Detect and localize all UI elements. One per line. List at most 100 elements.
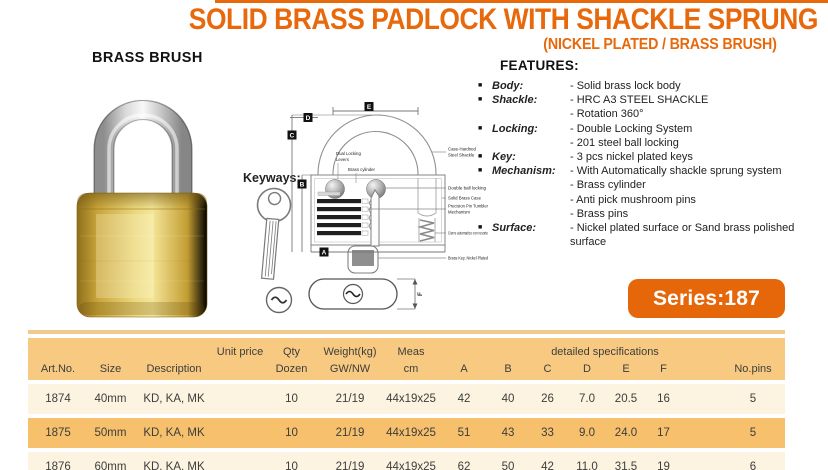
table-cell: KD, KA, MK: [133, 380, 215, 414]
dim-f: F: [417, 292, 424, 296]
table-cell: KD, KA, MK: [133, 414, 215, 448]
table-cell: 1876: [28, 448, 88, 470]
page-title: SOLID BRASS PADLOCK WITH SHACKLE SPRUNG: [188, 3, 819, 36]
column-header: C: [528, 359, 567, 380]
table-cell: 50mm: [88, 414, 133, 448]
keyways-label: Keyways:: [243, 171, 301, 185]
bullet-square-icon: ■: [478, 124, 483, 132]
table-cell: 42: [440, 380, 488, 414]
feature-value: - Solid brass lock body: [570, 80, 681, 92]
table-cell: 62: [440, 448, 488, 470]
table-cell: 44x19x25: [382, 414, 440, 448]
column-group-header: detailed specifications: [528, 338, 682, 359]
table-cell: 7.0: [567, 380, 607, 414]
top-rule: [215, 0, 828, 3]
dim-c: C: [290, 133, 295, 140]
inserted-key: [347, 189, 380, 274]
column-header: No.pins: [682, 359, 785, 380]
column-header: E: [607, 359, 645, 380]
callout-shackle-2: Steel Shackle: [448, 153, 475, 158]
table-cell: KD, KA, MK: [133, 448, 215, 470]
table-cell: 26: [528, 380, 567, 414]
feature-label: Body:: [492, 80, 524, 92]
column-header-top: Unit price: [215, 338, 265, 359]
bullet-square-icon: ■: [478, 82, 483, 89]
bullet-square-icon: ■: [478, 153, 483, 161]
column-header: GW/NW: [318, 359, 382, 380]
right-callouts: Case-Hardned Steel Shackle Double ball l…: [448, 147, 489, 261]
table-cell: 1874: [28, 380, 88, 414]
table-cell: 51: [440, 414, 488, 448]
callout-double-ball: Double ball locking: [448, 186, 487, 191]
feature-label: Shackle:: [492, 94, 538, 107]
feature-line: ■ Mechanism: - With Automatically shackle …: [478, 164, 826, 178]
column-header-top: [88, 338, 133, 359]
pin-tumbler-stack: [317, 191, 369, 236]
key-blank-illustration: [256, 187, 292, 280]
table-cell: 17: [645, 414, 682, 448]
bullet-square-icon: ■: [478, 96, 483, 104]
feature-line: ■ Key: - 3 pcs nickel plated keys: [478, 150, 826, 164]
feature-line: - Brass cylinder: [478, 178, 826, 192]
feature-label: Mechanism:: [492, 165, 556, 178]
feature-value: - Anti pick mushroom pins: [570, 193, 696, 206]
column-header: [215, 359, 265, 380]
column-header: cm: [382, 359, 440, 380]
table-cell: 16: [645, 380, 682, 414]
features-heading: FEATURES:: [500, 58, 579, 73]
column-header-top: Meas: [382, 338, 440, 359]
table-cell: 10: [265, 448, 318, 470]
feature-line: ■ Shackle: - HRC A3 STEEL SHACKLE: [478, 93, 826, 107]
callout-brass-cylinder: Brass cylinder: [348, 167, 376, 172]
series-badge: Series:187: [628, 279, 785, 318]
table-cell: 50: [488, 448, 528, 470]
callout-key: Brass Key, Nickel Plated: [448, 256, 489, 261]
table-row: 1875 50mm KD, KA, MK 10 21/19 44x19x25 51 43 33 9…: [28, 414, 785, 448]
feature-label: Surface:: [492, 222, 537, 235]
column-header: Art.No.: [28, 359, 88, 380]
feature-value: - Brass pins: [570, 207, 629, 220]
page-subtitle: (NICKEL PLATED / BRASS BRUSH): [543, 36, 778, 53]
table-cell: 31.5: [607, 448, 645, 470]
callout-pin-tumbler-2: Mechanism: [448, 210, 470, 215]
column-header-top: Weight(kg): [318, 338, 382, 359]
column-header-top: [28, 338, 88, 359]
table-cell: 43: [488, 414, 528, 448]
column-header: Dozen: [265, 359, 318, 380]
table-cell: 60mm: [88, 448, 133, 470]
shackle: [93, 99, 193, 204]
feature-label: Locking:: [492, 122, 538, 135]
column-header-top: [440, 338, 488, 359]
spring: [417, 218, 436, 242]
column-header: A: [440, 359, 488, 380]
column-header-top: Qty: [265, 338, 318, 359]
table-cell: [215, 380, 265, 414]
table-cell: 44x19x25: [382, 380, 440, 414]
spec-table: Unit price Qty Weight(kg) Meas detailed spec…: [28, 338, 785, 470]
padlock-photo: [76, 99, 208, 318]
dim-e: E: [367, 104, 372, 111]
table-cell: 20.5: [607, 380, 645, 414]
column-header-top: [488, 338, 528, 359]
leader-lines: [368, 151, 446, 259]
feature-line: - Brass pins: [478, 207, 826, 221]
features-list: ■ Body: - Solid brass lock body ■ Shackle: - …: [478, 79, 826, 249]
table-cell: 5: [682, 414, 785, 448]
table-cell: 9.0: [567, 414, 607, 448]
dimension-boxes: E D C B A: [287, 102, 374, 257]
table-cell: 10: [265, 380, 318, 414]
feature-value: - Rotation 360°: [570, 108, 644, 121]
feature-line: - 201 steel ball locking: [478, 136, 826, 150]
callout-case: Solid Brass Case: [448, 196, 482, 201]
column-header: F: [645, 359, 682, 380]
feature-value: - 3 pcs nickel plated keys: [570, 151, 693, 164]
table-cell: [215, 414, 265, 448]
feature-value: - 201 steel ball locking: [570, 136, 679, 149]
feature-line: - Anti pick mushroom pins: [478, 193, 826, 207]
column-header: B: [488, 359, 528, 380]
padlock-body: [76, 192, 208, 318]
internal-callouts: Dual Locking Levers Brass cylinder: [336, 151, 376, 183]
dim-b: B: [300, 182, 305, 189]
spec-table-body: 1874 40mm KD, KA, MK 10 21/19 44x19x25 42 40 26 7…: [28, 380, 785, 470]
feature-value: - With Automatically shackle sprung syst…: [570, 165, 782, 178]
